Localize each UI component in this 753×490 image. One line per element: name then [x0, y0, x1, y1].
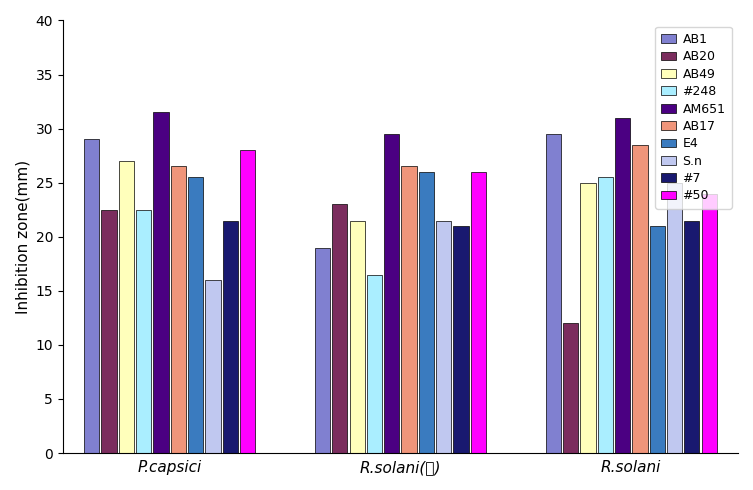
Bar — [401, 167, 416, 453]
Bar — [615, 118, 630, 453]
Bar — [471, 172, 486, 453]
Bar — [315, 247, 330, 453]
Bar — [119, 161, 134, 453]
Bar — [240, 150, 255, 453]
Bar — [171, 167, 186, 453]
Bar — [436, 220, 451, 453]
Bar — [136, 210, 151, 453]
Bar — [206, 280, 221, 453]
Bar — [598, 177, 613, 453]
Bar — [563, 323, 578, 453]
Bar — [367, 274, 382, 453]
Legend: AB1, AB20, AB49, #248, AM651, AB17, E4, S.n, #7, #50: AB1, AB20, AB49, #248, AM651, AB17, E4, … — [655, 27, 732, 209]
Bar — [384, 134, 399, 453]
Bar — [581, 183, 596, 453]
Bar — [650, 226, 665, 453]
Bar — [667, 183, 682, 453]
Bar — [223, 220, 238, 453]
Bar — [684, 220, 700, 453]
Bar — [419, 172, 434, 453]
Bar — [102, 210, 117, 453]
Bar — [188, 177, 203, 453]
Bar — [702, 194, 717, 453]
Bar — [633, 145, 648, 453]
Bar — [154, 112, 169, 453]
Bar — [332, 204, 347, 453]
Bar — [84, 140, 99, 453]
Bar — [349, 220, 364, 453]
Y-axis label: Inhibition zone(mm): Inhibition zone(mm) — [15, 160, 30, 314]
Bar — [546, 134, 561, 453]
Bar — [453, 226, 468, 453]
